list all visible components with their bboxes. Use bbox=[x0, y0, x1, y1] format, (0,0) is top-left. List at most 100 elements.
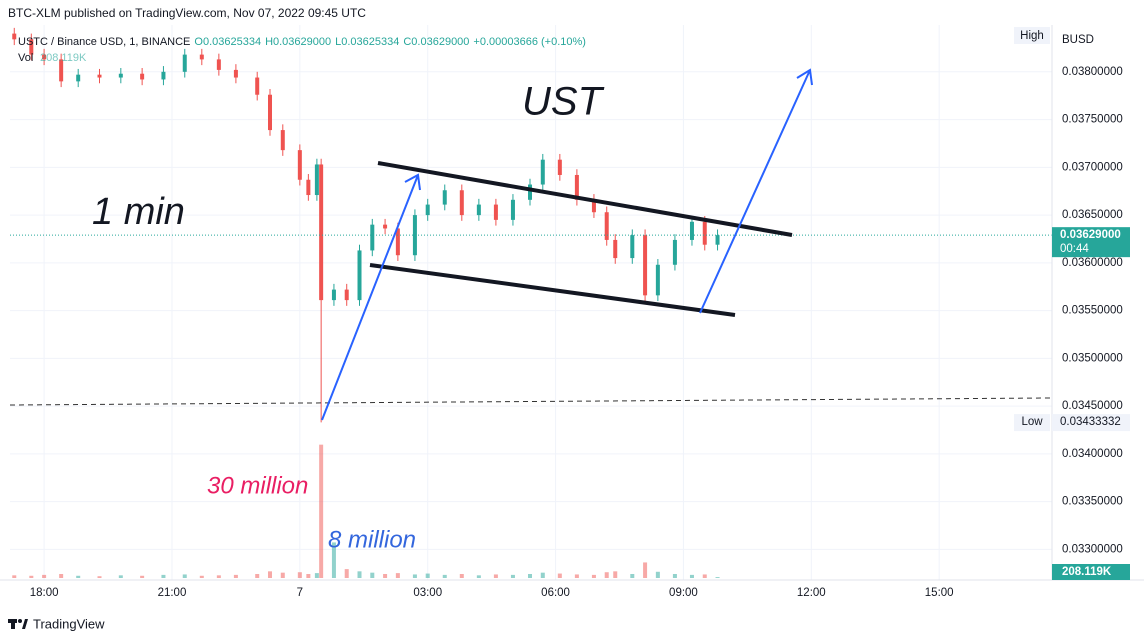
candle-body bbox=[655, 264, 660, 296]
candle-body bbox=[297, 150, 302, 180]
volume-bar bbox=[510, 574, 515, 578]
candle-body bbox=[331, 289, 336, 301]
volume-bar bbox=[425, 573, 430, 578]
arrow bbox=[321, 174, 419, 421]
volume-bar bbox=[216, 575, 221, 578]
annotation: 30 million bbox=[207, 472, 308, 499]
candle-body bbox=[182, 54, 187, 72]
x-tick-label: 7 bbox=[297, 587, 303, 599]
volume-layer bbox=[12, 444, 720, 578]
candle-body bbox=[233, 69, 238, 78]
candle-body bbox=[140, 73, 145, 80]
high-label: High bbox=[1020, 30, 1044, 42]
low-label: Low bbox=[1021, 416, 1043, 428]
candle-body bbox=[630, 235, 635, 259]
volume-bar bbox=[574, 574, 579, 578]
y-tick-label: 0.03600000 bbox=[1062, 257, 1123, 269]
volume-bar bbox=[395, 573, 400, 578]
candle-body bbox=[42, 54, 47, 60]
candle-body bbox=[574, 174, 579, 200]
channel-upper bbox=[377, 161, 793, 237]
volume-bar bbox=[357, 571, 362, 578]
volume-bar bbox=[182, 574, 187, 578]
legend-item: C0.03629000 bbox=[403, 36, 469, 48]
footer-logo bbox=[8, 619, 28, 629]
candle-body bbox=[613, 239, 618, 259]
volume-bar bbox=[370, 572, 375, 578]
arrow-head bbox=[796, 68, 813, 86]
volume-bar bbox=[306, 574, 311, 578]
candle-body bbox=[540, 159, 545, 185]
low-value: 0.03433332 bbox=[1060, 416, 1121, 428]
candle-body bbox=[591, 199, 596, 213]
volume-bar bbox=[643, 562, 648, 578]
y-tick-label: 0.03450000 bbox=[1062, 400, 1123, 412]
x-tick-label: 03:00 bbox=[413, 587, 442, 599]
candle-body bbox=[459, 190, 464, 216]
volume-bar bbox=[42, 574, 47, 578]
arrow bbox=[699, 69, 811, 314]
volume-bar bbox=[140, 575, 145, 578]
low-label-box bbox=[1014, 414, 1050, 432]
legend-item: USTC / Binance USD, 1, BINANCE bbox=[18, 36, 190, 48]
volume-bar bbox=[630, 574, 635, 578]
legend-item: L0.03625334 bbox=[335, 36, 399, 48]
x-tick-label: 21:00 bbox=[158, 587, 187, 599]
candle-body bbox=[12, 33, 17, 40]
candle-body bbox=[199, 54, 204, 60]
volume-bar bbox=[412, 574, 417, 578]
volume-bar bbox=[59, 574, 64, 578]
y-tick-label: 0.03700000 bbox=[1062, 161, 1123, 173]
legend-item: O0.03625334 bbox=[194, 36, 261, 48]
candle-body bbox=[216, 59, 221, 70]
volume-bar bbox=[255, 574, 260, 578]
last-price-box bbox=[1052, 227, 1130, 258]
volume-bar bbox=[297, 572, 302, 578]
volume-bar bbox=[280, 572, 285, 578]
candle-body bbox=[383, 224, 388, 229]
x-tick-label: 12:00 bbox=[797, 587, 826, 599]
legend-item: +0.00003666 (+0.10%) bbox=[473, 36, 586, 48]
candle-body bbox=[357, 250, 362, 301]
last-volume-box bbox=[1052, 564, 1130, 580]
volume-bar bbox=[97, 576, 102, 578]
annotation: UST bbox=[522, 80, 605, 124]
volume-bar bbox=[715, 577, 720, 578]
arrow-head bbox=[404, 173, 421, 191]
candle-body bbox=[319, 164, 324, 301]
x-tick-label: 09:00 bbox=[669, 587, 698, 599]
grid bbox=[10, 25, 1052, 580]
volume-bar bbox=[199, 575, 204, 578]
candle-body bbox=[604, 212, 609, 240]
volume-bar bbox=[493, 574, 498, 578]
candle-body bbox=[395, 228, 400, 256]
candle-body bbox=[76, 74, 81, 82]
candle-body bbox=[306, 179, 311, 196]
candle-layer bbox=[10, 27, 1052, 423]
volume-bar bbox=[442, 574, 447, 578]
volume-bar bbox=[672, 574, 677, 578]
candle-body bbox=[161, 71, 166, 80]
last-price-label: 0.03629000 bbox=[1060, 229, 1121, 241]
countdown: 00:44 bbox=[1060, 243, 1089, 255]
volume-bar bbox=[383, 574, 388, 578]
candle-body bbox=[493, 204, 498, 220]
volume-bar bbox=[591, 574, 596, 578]
footer-brand[interactable]: TradingView bbox=[33, 616, 105, 631]
volume-bar bbox=[233, 574, 238, 578]
volume-bar bbox=[557, 573, 562, 578]
volume-bar bbox=[118, 575, 123, 578]
y-tick-label: 0.03400000 bbox=[1062, 448, 1123, 460]
published-line: BTC-XLM published on TradingView.com, No… bbox=[8, 6, 366, 20]
candle-body bbox=[268, 94, 272, 131]
volume-bar bbox=[314, 573, 319, 578]
candle-body bbox=[476, 204, 481, 216]
volume-bar bbox=[459, 574, 464, 578]
candle-body bbox=[528, 184, 532, 200]
candle-body bbox=[510, 199, 515, 220]
dashed-level bbox=[9, 397, 1051, 406]
candle-body bbox=[280, 130, 285, 151]
high-label-box bbox=[1014, 27, 1050, 44]
